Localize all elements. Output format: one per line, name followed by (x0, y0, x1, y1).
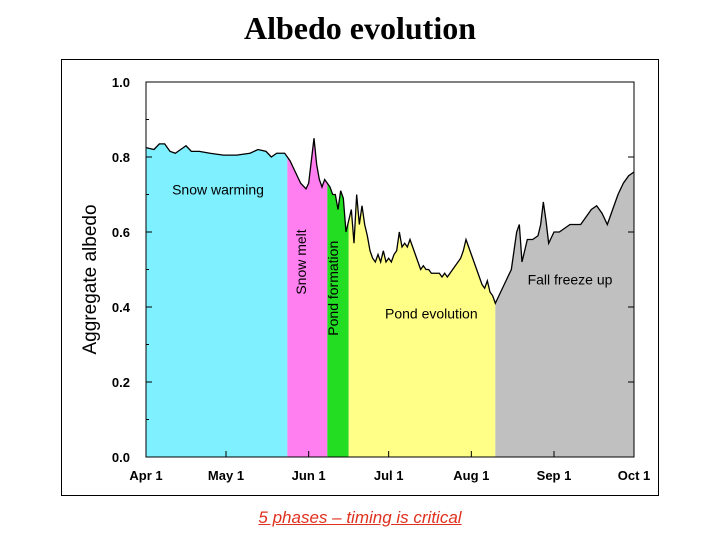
y-tick-label-3: 0.6 (112, 225, 130, 240)
phase-label-2: Pond formation (325, 241, 341, 336)
x-tick-label-1: May 1 (208, 468, 244, 483)
y-tick-label-2: 0.4 (112, 300, 131, 315)
x-tick-label-6: Oct 1 (618, 468, 651, 483)
y-tick-label-1: 0.2 (112, 375, 130, 390)
phase-label-0: Snow warming (172, 182, 264, 198)
albedo-line (145, 138, 635, 305)
x-tick-label-4: Aug 1 (453, 468, 489, 483)
albedo-chart: 0.0 0.2 0.4 0.6 0.8 1.0 Apr 1 May 1 Jun 1 Jul 1 Au… (80, 75, 651, 483)
phase-label-3: Pond evolution (385, 305, 478, 321)
phase-area-4 (495, 172, 634, 457)
phase-area-2 (327, 183, 349, 457)
y-tick-label-4: 0.8 (112, 150, 130, 165)
chart-frame: 0.0 0.2 0.4 0.6 0.8 1.0 Apr 1 May 1 Jun 1 Jul 1 Au… (61, 59, 659, 496)
phase-area-0 (146, 143, 288, 457)
caption: 5 phases – timing is critical (258, 508, 462, 527)
phase-label-4: Fall freeze up (528, 272, 613, 288)
phase-area-3 (348, 194, 496, 457)
x-tick-label-3: Jul 1 (374, 468, 404, 483)
page-title: Albedo evolution (243, 10, 477, 46)
x-tick-label-0: Apr 1 (129, 468, 162, 483)
phase-label-1: Snow melt (293, 229, 309, 294)
y-axis-label: Aggregate albedo (80, 204, 101, 354)
x-tick-label-5: Sep 1 (537, 468, 572, 483)
phase-area-1 (287, 138, 328, 457)
y-tick-label-0: 0.0 (112, 450, 130, 465)
y-tick-label-5: 1.0 (112, 75, 130, 90)
x-tick-label-2: Jun 1 (292, 468, 326, 483)
